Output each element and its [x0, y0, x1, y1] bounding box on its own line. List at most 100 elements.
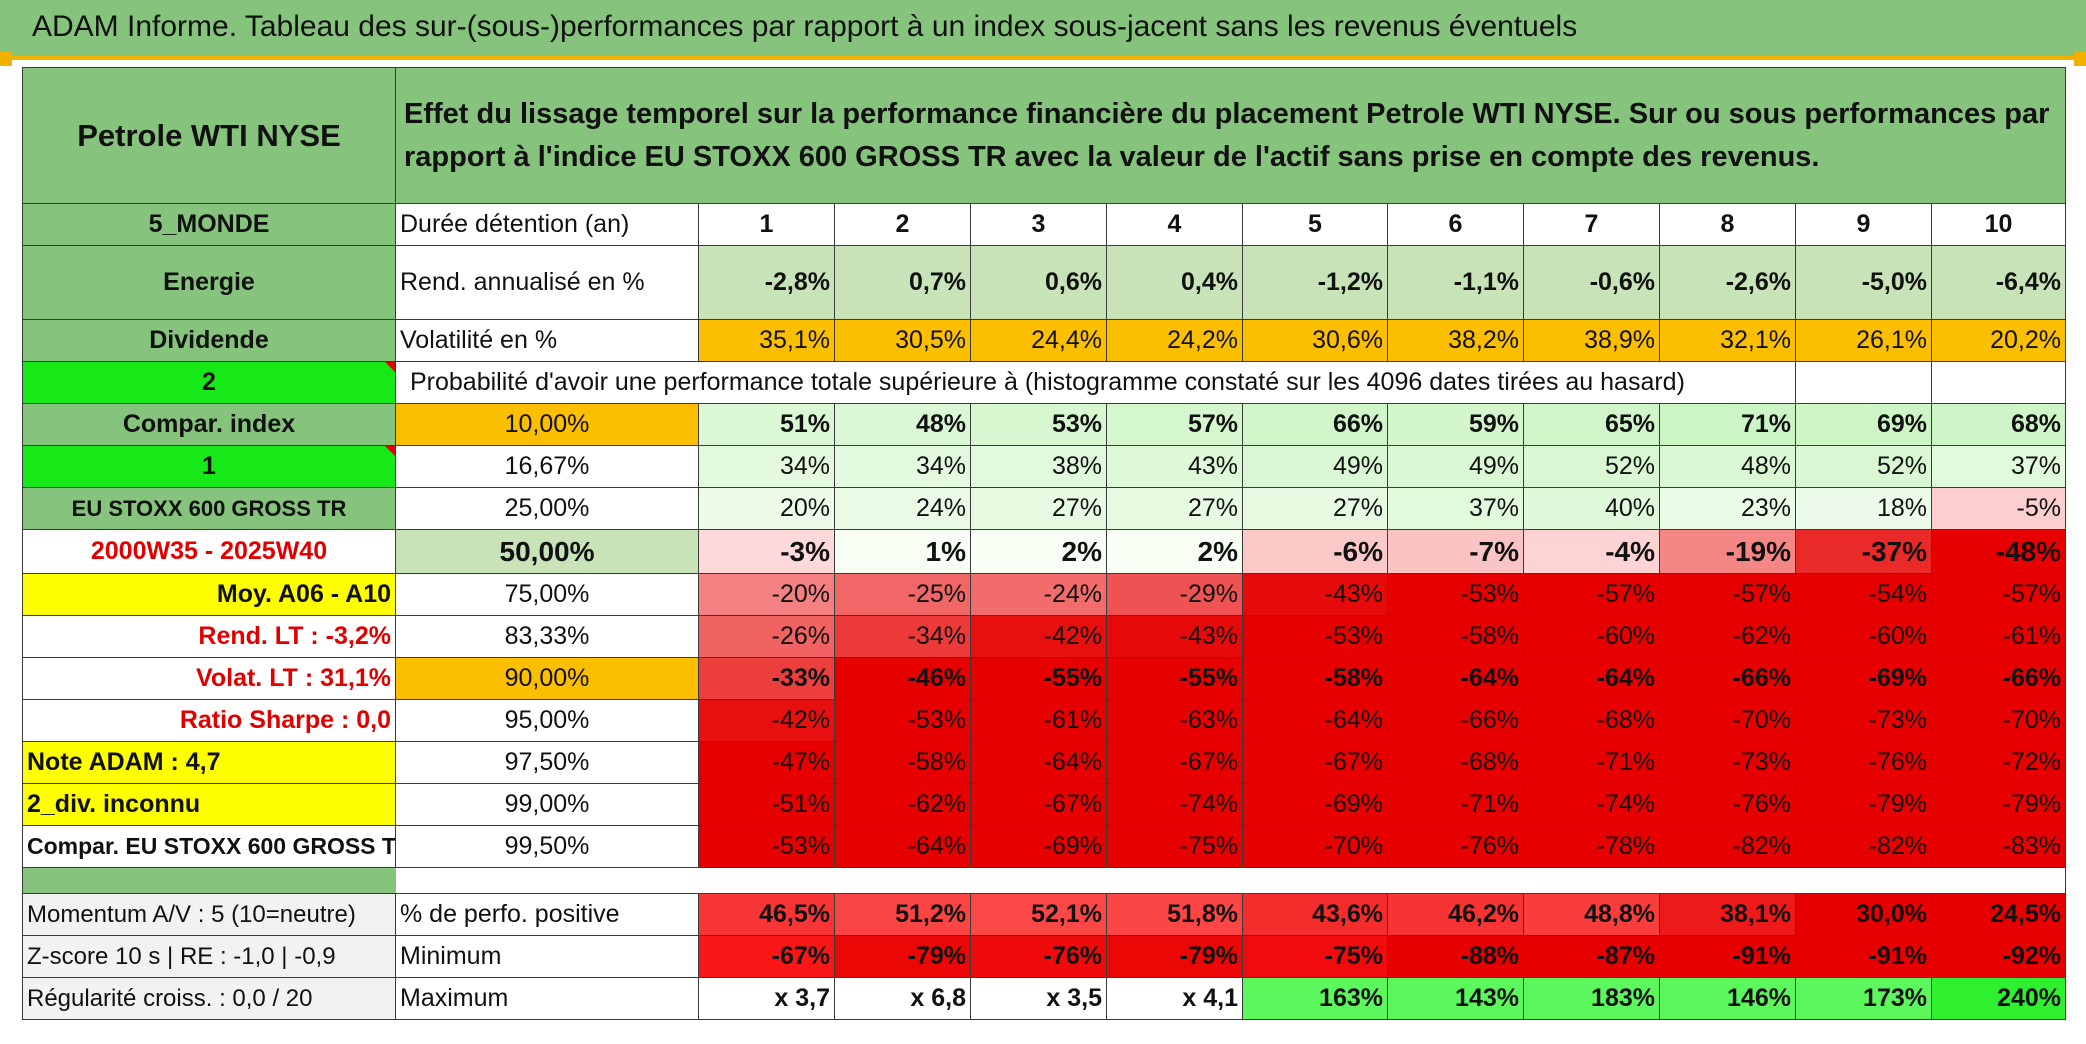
probability-row: EU STOXX 600 GROSS TR 25,00% 20% 24% 27% 27% 2… [22, 487, 2067, 530]
probability-cell: -37% [1795, 529, 1932, 574]
threshold-cell: 99,50% [395, 825, 699, 868]
rend-cell: -0,6% [1523, 245, 1660, 320]
probability-cell: -76% [1795, 741, 1932, 784]
corner-mark-right [2074, 52, 2086, 66]
duree-label: Durée détention (an) [395, 203, 699, 246]
probability-cell: 2% [1106, 529, 1243, 574]
minimum-cell: -91% [1795, 935, 1932, 978]
year-header: 8 [1659, 203, 1796, 246]
probability-cell: -79% [1930, 783, 2067, 826]
probability-cell: -53% [1387, 573, 1524, 616]
probability-cell: -20% [698, 573, 835, 616]
probability-cell: 59% [1387, 403, 1524, 446]
probability-cell: -55% [1106, 657, 1243, 700]
rend-cell: -1,1% [1387, 245, 1524, 320]
maximum-cell: x 4,1 [1106, 977, 1243, 1020]
probability-cell: -57% [1930, 573, 2067, 616]
years-row: 5_MONDE Durée détention (an) 1 2 3 4 5 6… [22, 203, 2067, 246]
rend-cell: 0,7% [834, 245, 971, 320]
rend-lt-label: Rend. LT : -3,2% [22, 615, 396, 658]
proba-title: Probabilité d'avoir une performance tota… [395, 361, 1796, 404]
compar-label: Compar. EU STOXX 600 GROSS TR [22, 825, 396, 868]
minimum-cell: -79% [834, 935, 971, 978]
volat-row: Dividende Volatilité en % 35,1% 30,5% 24… [22, 319, 2067, 362]
probability-cell: -66% [1659, 657, 1796, 700]
minimum-cell: -91% [1659, 935, 1796, 978]
note-adam-label: Note ADAM : 4,7 [22, 741, 396, 784]
probability-cell: -5% [1930, 487, 2067, 530]
probability-cell: -58% [834, 741, 971, 784]
page-title: ADAM Informe. Tableau des sur-(sous-)per… [32, 10, 1578, 43]
probability-cell: -43% [1106, 615, 1243, 658]
probability-cell: -42% [698, 699, 835, 742]
probability-cell: -73% [1659, 741, 1796, 784]
probability-cell: -75% [1106, 825, 1243, 868]
sector-label: Energie [22, 245, 396, 320]
probability-row: Ratio Sharpe : 0,0 95,00% -42% -53% -61% -63%… [22, 699, 2067, 742]
probability-row: Note ADAM : 4,7 97,50% -47% -58% -64% -67% -67… [22, 741, 2067, 784]
probability-cell: -72% [1930, 741, 2067, 784]
probability-cell: -3% [698, 529, 835, 574]
probability-cell: -67% [970, 783, 1107, 826]
year-header: 9 [1795, 203, 1932, 246]
probability-cell: -26% [698, 615, 835, 658]
probability-cell: 49% [1242, 445, 1388, 488]
probability-cell: 34% [698, 445, 835, 488]
probability-cell: 37% [1387, 487, 1524, 530]
positive-cell: 48,8% [1523, 893, 1660, 936]
probability-cell: 27% [1242, 487, 1388, 530]
maximum-cell: 163% [1242, 977, 1388, 1020]
probability-cell: -58% [1242, 657, 1388, 700]
probability-cell: 34% [834, 445, 971, 488]
positive-cell: 38,1% [1659, 893, 1796, 936]
positive-cell: 24,5% [1930, 893, 2067, 936]
probability-row: Volat. LT : 31,1% 90,00% -33% -46% -55% -55% -… [22, 657, 2067, 700]
positive-cell: 51,8% [1106, 893, 1243, 936]
probability-cell: -4% [1523, 529, 1660, 574]
probability-cell: -69% [970, 825, 1107, 868]
positive-cell: 46,2% [1387, 893, 1524, 936]
rend-label: Rend. annualisé en % [395, 245, 699, 320]
threshold-cell: 75,00% [395, 573, 699, 616]
positive-row: Momentum A/V : 5 (10=neutre) % de perfo.… [22, 893, 2067, 936]
positive-cell: 43,6% [1242, 893, 1388, 936]
year-header: 4 [1106, 203, 1243, 246]
rend-cell: -2,6% [1659, 245, 1796, 320]
probability-cell: 20% [698, 487, 835, 530]
volat-cell: 20,2% [1930, 319, 2067, 362]
minimum-cell: -87% [1523, 935, 1660, 978]
probability-cell: -47% [698, 741, 835, 784]
moy-label: Moy. A06 - A10 [22, 573, 396, 616]
probability-cell: -54% [1795, 573, 1932, 616]
threshold-cell: 90,00% [395, 657, 699, 700]
positive-cell: 51,2% [834, 893, 971, 936]
probability-cell: -6% [1242, 529, 1388, 574]
threshold-cell: 97,50% [395, 741, 699, 784]
probability-cell: -29% [1106, 573, 1243, 616]
probability-cell: -68% [1523, 699, 1660, 742]
asset-name: Petrole WTI NYSE [22, 67, 396, 204]
probability-cell: -24% [970, 573, 1107, 616]
year-header: 2 [834, 203, 971, 246]
probability-cell: -62% [1659, 615, 1796, 658]
div-unknown-label: 2_div. inconnu [22, 783, 396, 826]
volat-cell: 38,2% [1387, 319, 1524, 362]
compar-index-code-cell[interactable]: 1 [22, 445, 396, 488]
probability-cell: -67% [1242, 741, 1388, 784]
probability-cell: -55% [970, 657, 1107, 700]
probability-cell: -70% [1659, 699, 1796, 742]
spacer-row [22, 867, 2067, 894]
probability-cell: 57% [1106, 403, 1243, 446]
probability-cell: -61% [1930, 615, 2067, 658]
minimum-row: Z-score 10 s | RE : -1,0 | -0,9 Minimum … [22, 935, 2067, 978]
volat-lt-label: Volat. LT : 31,1% [22, 657, 396, 700]
minimum-cell: -88% [1387, 935, 1524, 978]
probability-cell: -69% [1795, 657, 1932, 700]
header-row: Petrole WTI NYSE Effet du lissage tempor… [22, 67, 2067, 204]
probability-cell: 48% [834, 403, 971, 446]
probability-cell: -76% [1659, 783, 1796, 826]
dividend-code-cell[interactable]: 2 [22, 361, 396, 404]
probability-cell: 18% [1795, 487, 1932, 530]
positive-cell: 52,1% [970, 893, 1107, 936]
minimum-cell: -76% [970, 935, 1107, 978]
